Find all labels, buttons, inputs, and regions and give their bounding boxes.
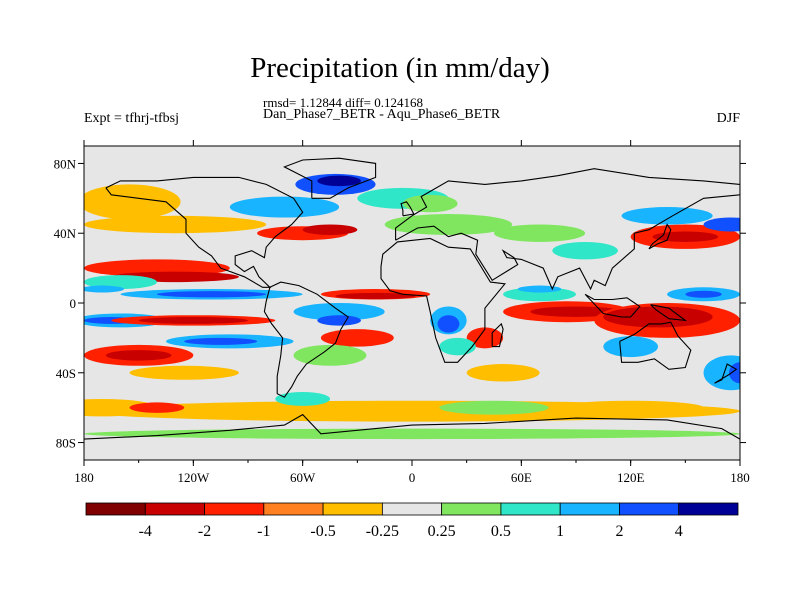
precip-anomaly xyxy=(685,290,722,298)
colorbar-swatch xyxy=(263,502,324,516)
precip-anomaly xyxy=(402,194,458,213)
precip-anomaly xyxy=(652,231,719,242)
colorbar-label: -2 xyxy=(198,523,211,540)
precip-anomaly xyxy=(703,355,740,391)
lat-label: 40S xyxy=(56,366,76,381)
precip-anomaly xyxy=(517,285,562,293)
precip-anomaly xyxy=(156,291,267,298)
precip-anomaly xyxy=(84,428,740,440)
colorbar-label: 1 xyxy=(556,523,564,540)
lon-label: 60W xyxy=(290,470,316,485)
lon-label: 120E xyxy=(617,470,645,485)
precip-anomaly xyxy=(557,400,704,415)
colorbar-swatch xyxy=(441,502,502,516)
precip-anomaly xyxy=(466,327,504,349)
precip-anomaly xyxy=(603,336,659,358)
colorbar-label: 2 xyxy=(615,523,623,540)
precip-anomaly xyxy=(317,175,361,187)
precip-anomaly xyxy=(129,402,185,413)
colorbar-label: 4 xyxy=(675,523,683,540)
precip-anomaly xyxy=(703,217,740,232)
precip-anomaly xyxy=(184,337,258,345)
precip-anomaly xyxy=(105,350,172,361)
coastline-new-zealand xyxy=(714,363,738,384)
coastline-madagascar xyxy=(491,322,504,348)
colorbar-swatch xyxy=(559,502,620,516)
coastlines xyxy=(84,157,740,440)
coastline-new-guinea xyxy=(650,304,688,322)
precip-anomaly xyxy=(317,315,361,326)
precip-anomaly xyxy=(84,184,181,220)
colorbar-label: 0.25 xyxy=(428,523,456,540)
colorbar-swatch xyxy=(381,502,443,516)
lat-label: 40N xyxy=(54,226,77,241)
precip-anomaly xyxy=(439,400,549,415)
precip-anomaly xyxy=(621,207,713,225)
colorbar-label: -1 xyxy=(257,523,270,540)
colorbar-label: 0.5 xyxy=(491,523,511,540)
coastline-eurasia xyxy=(395,168,740,291)
lat-label: 0 xyxy=(70,296,77,311)
precip-anomaly xyxy=(384,214,513,235)
colorbar-swatch xyxy=(144,502,205,516)
colorbar-label: -0.25 xyxy=(366,523,399,540)
coastline-antarctica xyxy=(84,413,740,440)
precip-anomaly xyxy=(320,329,394,347)
colorbar-swatch xyxy=(204,502,265,516)
precip-anomaly xyxy=(84,285,125,293)
precip-anomaly xyxy=(138,316,248,324)
lon-label: 180 xyxy=(730,470,750,485)
colorbar-label: -4 xyxy=(139,523,152,540)
lon-label: 60E xyxy=(511,470,532,485)
precip-anomaly xyxy=(335,292,416,300)
lat-label: 80N xyxy=(54,156,77,171)
coastline-north-america xyxy=(105,176,304,288)
precip-anomaly xyxy=(84,398,157,417)
precip-anomaly xyxy=(552,241,618,260)
colorbar-swatch xyxy=(678,502,739,516)
coastline-indonesia xyxy=(584,293,641,318)
precip-anomaly xyxy=(437,315,460,333)
precip-anomaly xyxy=(729,362,740,384)
precip-anomaly xyxy=(466,364,540,382)
coastline-uk xyxy=(400,201,415,217)
coastline-africa xyxy=(380,237,506,363)
stats-line: rmsd= 1.12844 diff= 0.124168 xyxy=(263,95,423,110)
map-title: Precipitation (in mm/day) xyxy=(250,52,550,84)
coastline-japan xyxy=(648,223,672,250)
colorbar-label: -0.5 xyxy=(310,523,335,540)
colorbar: -4 -2 -1 -0.5 -0.25 0.25 0.5 1 2 4 xyxy=(85,502,739,540)
precip-anomaly xyxy=(439,337,476,356)
precip-anomaly xyxy=(494,224,586,242)
precip-anomaly xyxy=(302,224,358,235)
precip-anomaly xyxy=(293,303,385,321)
colorbar-swatch xyxy=(500,502,561,516)
coastline-australia xyxy=(619,321,692,370)
precip-anomaly xyxy=(603,306,713,328)
precip-anomaly xyxy=(84,215,267,234)
colorbar-swatch xyxy=(322,502,383,516)
subtitle: Dan_Phase7_BETR - Aqu_Phase6_BETR xyxy=(263,107,501,122)
coastline-greenland xyxy=(283,157,377,199)
precip-anomaly xyxy=(129,365,239,380)
expt-label: Expt = tfhrj-tfbsj xyxy=(84,111,179,126)
coastline-south-america xyxy=(263,281,349,398)
precip-anomaly xyxy=(229,196,340,218)
axis-ticks: 80N 40N 0 40S 80S 180 120W 60W 0 60E 120E 180 xyxy=(54,140,750,485)
lat-label: 80S xyxy=(56,436,76,451)
colorbar-swatch xyxy=(619,502,680,516)
precip-field xyxy=(84,146,740,460)
colorbar-swatch xyxy=(85,502,146,516)
lon-label: 180 xyxy=(74,470,94,485)
lon-label: 120W xyxy=(177,470,210,485)
season-label: DJF xyxy=(716,111,740,126)
precip-anomaly xyxy=(275,391,330,406)
lon-label: 0 xyxy=(409,470,416,485)
